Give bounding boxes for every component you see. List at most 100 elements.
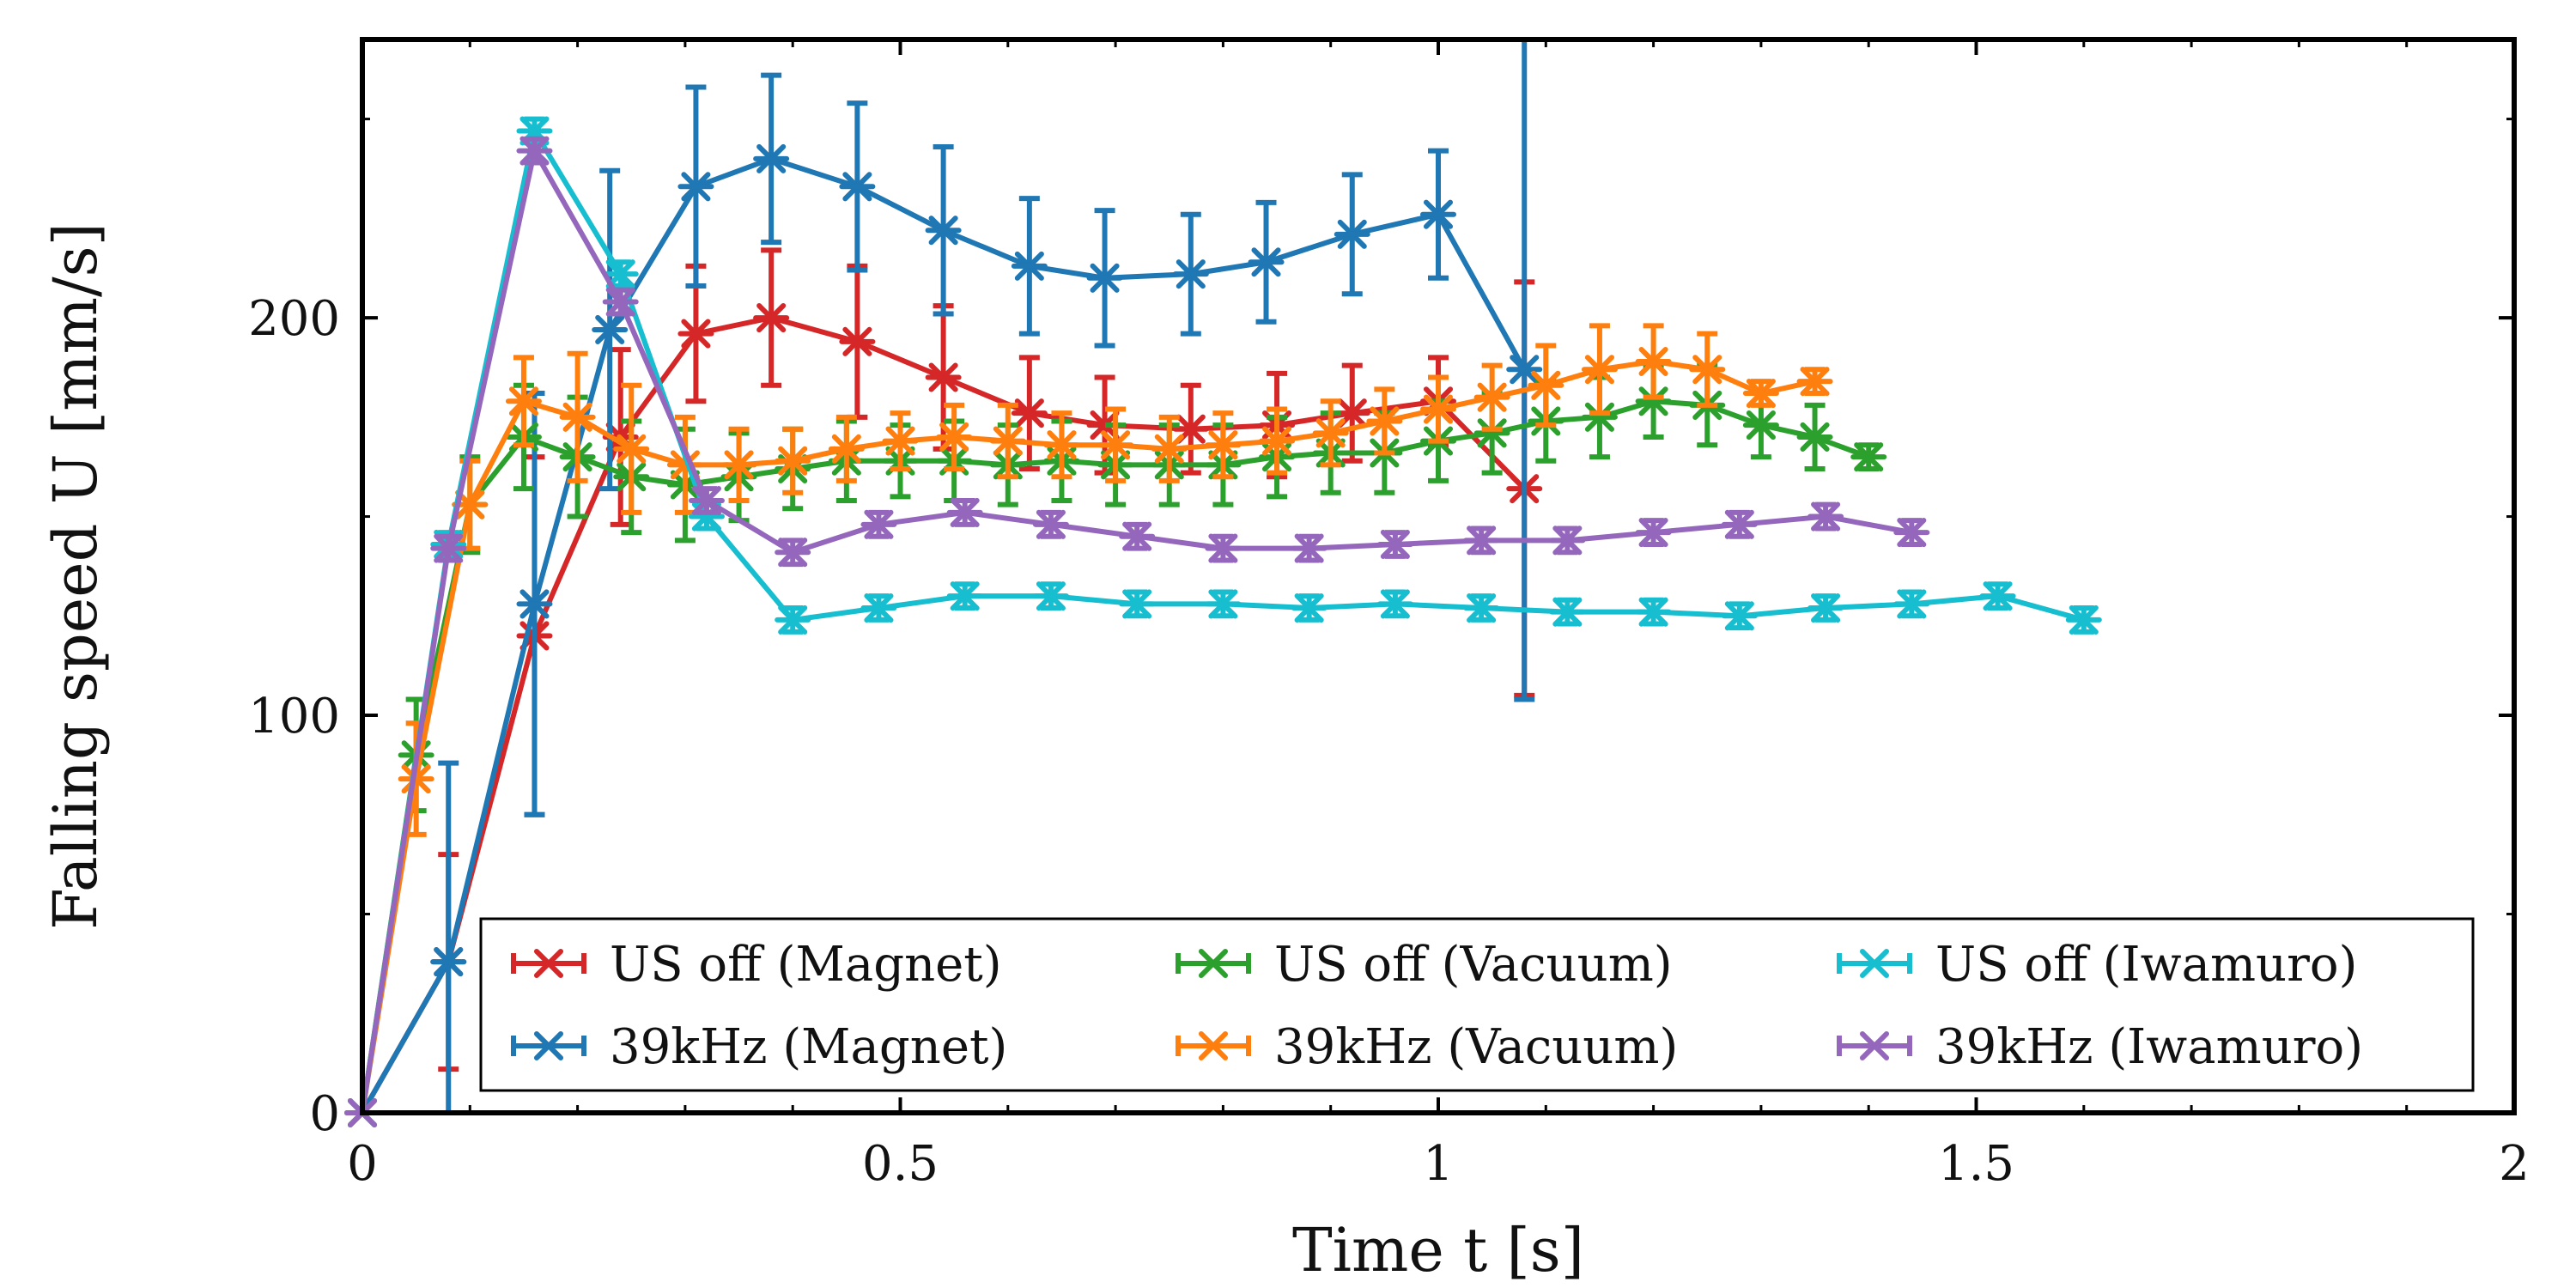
data-point — [398, 764, 434, 794]
tick-layer: 0 0.5 1 1.5 2 0 100 200 — [248, 39, 2530, 1192]
x-tick-label: 1.5 — [1938, 1136, 2014, 1192]
data-point — [1721, 601, 1758, 631]
y-axis-label: Falling speed U [mm/s] — [40, 222, 111, 930]
data-point — [1248, 247, 1285, 277]
data-point — [1205, 533, 1242, 563]
data-point — [753, 143, 790, 173]
data-point — [1635, 597, 1672, 627]
data-point — [2065, 605, 2102, 635]
legend: US off (Magnet) US off (Vacuum) US off (Iw… — [479, 917, 2475, 1092]
data-point — [1043, 430, 1080, 460]
error-bars — [438, 136, 1923, 568]
data-point — [1689, 355, 1726, 385]
legend-item-5: 39kHz (Iwamuro) — [1837, 1019, 2363, 1075]
legend-label: 39kHz (Iwamuro) — [1935, 1019, 2363, 1075]
data-point — [1979, 581, 2016, 611]
legend-label: US off (Magnet) — [610, 937, 1002, 993]
legend-swatch-marker — [1856, 948, 1893, 979]
data-point — [1807, 501, 1844, 532]
data-point — [1721, 509, 1758, 539]
data-point — [860, 592, 897, 623]
data-point — [936, 422, 973, 453]
series-line — [360, 359, 1816, 1114]
legend-item-0: US off (Magnet) — [511, 937, 1002, 993]
data-point — [882, 426, 919, 456]
series-5 — [344, 136, 1930, 1128]
y-axis-title: Falling speed U [mm/s] — [40, 222, 111, 930]
data-point — [613, 434, 650, 464]
data-point — [1420, 394, 1456, 424]
legend-item-1: 39kHz (Magnet) — [511, 1019, 1007, 1075]
legend-swatch-marker — [1856, 1030, 1893, 1061]
data-point — [1742, 410, 1779, 440]
series-markers — [344, 136, 1930, 1128]
data-point — [1796, 422, 1833, 453]
x-tick-label: 0.5 — [862, 1136, 939, 1192]
data-point — [1528, 370, 1564, 400]
data-point — [1032, 581, 1069, 611]
data-point — [775, 605, 811, 635]
data-point — [677, 319, 714, 349]
series-1 — [344, 39, 1543, 1128]
data-point — [1506, 355, 1543, 385]
legend-item-2: US off (Vacuum) — [1176, 937, 1673, 993]
data-point — [1635, 346, 1672, 377]
data-point — [946, 581, 983, 611]
data-point — [1366, 406, 1403, 436]
data-point — [1463, 526, 1500, 556]
x-axis-title: Time t [s] — [1292, 1215, 1584, 1285]
data-point — [1742, 378, 1779, 409]
legend-label: US off (Vacuum) — [1274, 937, 1673, 993]
x-axis-label: Time t [s] — [1292, 1215, 1584, 1285]
data-point — [1796, 367, 1833, 397]
data-point — [1172, 259, 1209, 289]
legend-box — [479, 917, 2475, 1092]
data-point — [1291, 592, 1327, 623]
y-tick-label: 200 — [248, 291, 340, 347]
legend-swatch-marker — [1195, 1030, 1231, 1061]
data-point — [1807, 592, 1844, 623]
data-point — [946, 497, 983, 527]
data-point — [592, 314, 629, 345]
data-point — [1312, 418, 1349, 448]
x-tick-label: 1 — [1423, 1136, 1454, 1192]
data-point — [1011, 398, 1048, 428]
data-point — [1205, 430, 1242, 460]
series-3 — [344, 323, 1833, 1128]
data-point — [1420, 199, 1456, 229]
data-point — [430, 947, 467, 977]
data-point — [559, 402, 596, 432]
data-point — [1151, 434, 1188, 464]
data-point — [925, 362, 962, 392]
data-point — [753, 303, 790, 333]
data-point — [1635, 386, 1672, 416]
x-tick-label: 2 — [2499, 1136, 2530, 1192]
legend-label: 39kHz (Magnet) — [610, 1019, 1007, 1075]
data-point — [1581, 355, 1618, 385]
data-point — [860, 509, 897, 539]
data-point — [1473, 382, 1510, 412]
data-point — [1119, 521, 1156, 551]
data-point — [1473, 418, 1510, 448]
data-point — [1581, 402, 1618, 432]
data-point — [1376, 529, 1413, 560]
data-point — [1463, 592, 1500, 623]
data-point — [1549, 597, 1586, 627]
data-point — [1850, 442, 1887, 472]
legend-item-3: 39kHz (Vacuum) — [1176, 1019, 1678, 1075]
error-bar — [438, 760, 459, 1113]
legend-items: US off (Magnet) US off (Vacuum) US off (Iw… — [511, 937, 2363, 1075]
data-point — [1119, 589, 1156, 619]
data-point — [1893, 589, 1930, 619]
data-point — [1032, 509, 1069, 539]
data-point — [677, 172, 714, 202]
series-layer — [344, 39, 2102, 1128]
data-point — [925, 216, 962, 246]
data-point — [1893, 518, 1930, 548]
data-point — [1549, 526, 1586, 556]
data-point — [602, 259, 639, 289]
data-point — [1097, 430, 1134, 460]
data-point — [828, 434, 865, 464]
data-point — [688, 485, 725, 516]
